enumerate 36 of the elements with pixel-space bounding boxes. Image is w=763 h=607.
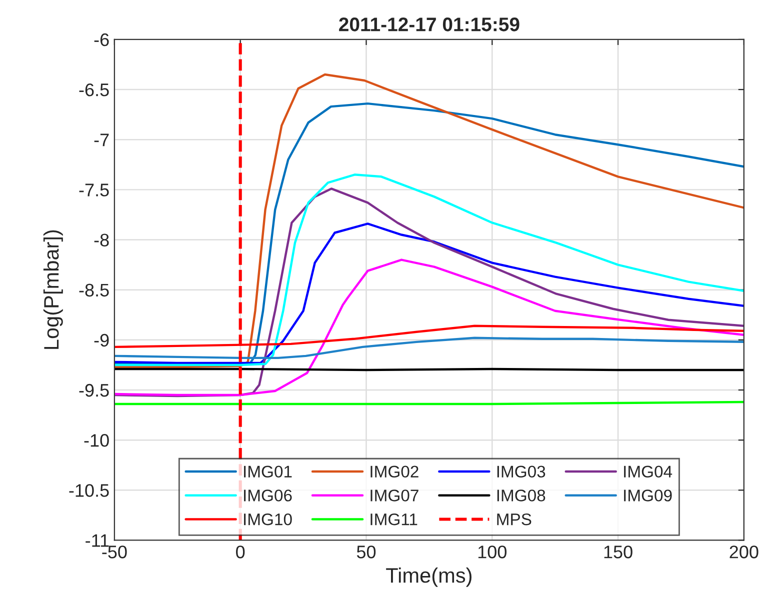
legend-label: IMG08 bbox=[497, 490, 546, 502]
y-tick-label: -10.5 bbox=[69, 484, 109, 497]
y-tick-label: -8 bbox=[94, 234, 109, 246]
legend-label: MPS bbox=[497, 513, 532, 526]
y-tick-label: -6 bbox=[94, 33, 109, 46]
line-series bbox=[114, 174, 744, 366]
y-tick-label: -9.5 bbox=[79, 384, 109, 397]
y-tick-label: -10 bbox=[84, 434, 109, 447]
y-tick-label: -7.5 bbox=[79, 184, 109, 196]
x-tick-label: 100 bbox=[478, 546, 506, 558]
x-tick-label: 50 bbox=[356, 546, 376, 558]
legend-label: IMG04 bbox=[624, 466, 672, 478]
y-tick-label: -9 bbox=[94, 334, 109, 347]
legend-label: IMG01 bbox=[244, 466, 292, 478]
line-series bbox=[114, 188, 744, 398]
x-tick-label: -50 bbox=[102, 546, 127, 558]
y-tick-label: -11 bbox=[86, 534, 109, 547]
x-tick-label: 150 bbox=[604, 546, 632, 558]
line-series bbox=[114, 336, 744, 360]
legend-label: IMG11 bbox=[370, 513, 418, 526]
line-series bbox=[114, 258, 744, 396]
legend-label: IMG07 bbox=[370, 490, 418, 502]
legend-label: IMG06 bbox=[244, 490, 292, 502]
y-tick-label: -8.5 bbox=[79, 284, 109, 297]
y-tick-label: -7 bbox=[94, 134, 109, 146]
legend-label: IMG09 bbox=[624, 490, 672, 502]
x-tick-label: 0 bbox=[236, 546, 245, 558]
x-tick-label: 200 bbox=[730, 546, 758, 558]
legend-label: IMG10 bbox=[244, 513, 292, 526]
x-axis-title: Time(ms) bbox=[386, 567, 472, 587]
legend-label: IMG02 bbox=[370, 466, 418, 478]
legend-label: IMG03 bbox=[497, 466, 546, 478]
y-tick-label: -6.5 bbox=[79, 83, 109, 96]
line-series bbox=[114, 222, 744, 364]
chart-title: 2011-12-17 01:15:59 bbox=[339, 18, 520, 32]
y-axis-title: Log(P[mbar]) bbox=[43, 230, 63, 349]
